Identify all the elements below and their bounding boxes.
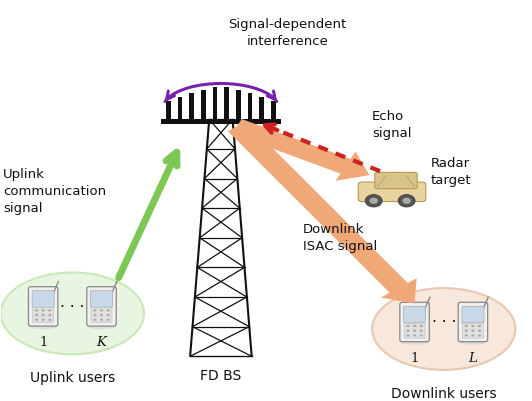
Circle shape — [471, 330, 475, 332]
Text: 1: 1 — [410, 351, 419, 364]
Text: · · ·: · · · — [60, 299, 85, 314]
Circle shape — [41, 319, 45, 321]
FancyBboxPatch shape — [404, 306, 426, 323]
Circle shape — [471, 325, 475, 327]
Circle shape — [420, 334, 423, 337]
Text: K: K — [97, 335, 106, 348]
Circle shape — [100, 319, 103, 321]
Bar — [236, 91, 241, 119]
Polygon shape — [232, 120, 369, 182]
Circle shape — [402, 198, 411, 205]
Circle shape — [106, 314, 110, 316]
Bar — [225, 87, 229, 119]
Circle shape — [48, 319, 52, 321]
FancyBboxPatch shape — [462, 306, 484, 323]
Circle shape — [365, 195, 382, 207]
Bar — [271, 102, 276, 119]
FancyBboxPatch shape — [32, 291, 54, 308]
FancyBboxPatch shape — [375, 173, 417, 189]
Circle shape — [465, 334, 468, 337]
Circle shape — [420, 325, 423, 327]
Circle shape — [48, 310, 52, 312]
Circle shape — [369, 198, 378, 205]
Bar — [189, 94, 194, 119]
Circle shape — [413, 325, 416, 327]
Bar — [166, 102, 171, 119]
Text: L: L — [469, 351, 477, 364]
Bar — [248, 94, 253, 119]
Circle shape — [93, 310, 96, 312]
Ellipse shape — [87, 324, 116, 329]
Ellipse shape — [1, 273, 144, 354]
Circle shape — [406, 325, 410, 327]
Circle shape — [35, 310, 38, 312]
Circle shape — [465, 325, 468, 327]
Circle shape — [465, 330, 468, 332]
Circle shape — [48, 314, 52, 316]
Circle shape — [406, 334, 410, 337]
Circle shape — [35, 319, 38, 321]
FancyBboxPatch shape — [462, 323, 484, 338]
Ellipse shape — [459, 340, 487, 345]
FancyBboxPatch shape — [458, 302, 488, 342]
Bar — [213, 87, 218, 119]
Circle shape — [478, 330, 481, 332]
Polygon shape — [228, 122, 417, 304]
Text: · · ·: · · · — [431, 315, 456, 330]
Circle shape — [413, 334, 416, 337]
Ellipse shape — [400, 340, 429, 345]
Circle shape — [478, 325, 481, 327]
Text: Signal-dependent
interference: Signal-dependent interference — [228, 18, 346, 48]
Circle shape — [41, 310, 45, 312]
Circle shape — [106, 319, 110, 321]
Circle shape — [413, 330, 416, 332]
Bar — [201, 91, 206, 119]
Text: Uplink users: Uplink users — [30, 370, 115, 384]
Circle shape — [420, 330, 423, 332]
FancyBboxPatch shape — [87, 287, 116, 326]
Circle shape — [100, 310, 103, 312]
Circle shape — [93, 319, 96, 321]
Bar — [260, 98, 264, 119]
FancyBboxPatch shape — [404, 323, 425, 338]
FancyBboxPatch shape — [90, 291, 113, 308]
FancyBboxPatch shape — [28, 287, 58, 326]
Circle shape — [398, 195, 415, 207]
Circle shape — [471, 334, 475, 337]
FancyBboxPatch shape — [91, 308, 112, 323]
Circle shape — [106, 310, 110, 312]
Circle shape — [35, 314, 38, 316]
FancyBboxPatch shape — [32, 308, 54, 323]
Text: Uplink
communication
signal: Uplink communication signal — [3, 168, 106, 215]
Ellipse shape — [29, 324, 57, 329]
Ellipse shape — [372, 288, 516, 370]
Text: 1: 1 — [39, 335, 47, 348]
FancyBboxPatch shape — [359, 182, 426, 202]
Text: Radar
target: Radar target — [430, 157, 471, 187]
FancyBboxPatch shape — [400, 302, 429, 342]
Text: Downlink users: Downlink users — [391, 385, 496, 399]
Text: FD BS: FD BS — [200, 368, 242, 382]
Circle shape — [41, 314, 45, 316]
Text: Downlink
ISAC signal: Downlink ISAC signal — [303, 223, 377, 253]
Circle shape — [478, 334, 481, 337]
Circle shape — [100, 314, 103, 316]
Bar — [161, 119, 281, 125]
Circle shape — [93, 314, 96, 316]
Circle shape — [406, 330, 410, 332]
Bar — [178, 98, 182, 119]
Text: Echo
signal: Echo signal — [372, 110, 412, 140]
